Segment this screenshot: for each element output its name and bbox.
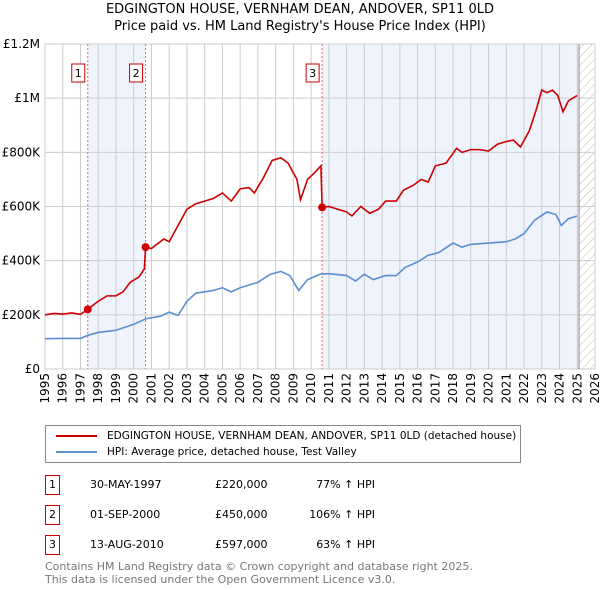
legend-item-property: EDGINGTON HOUSE, VERNHAM DEAN, ANDOVER, … [56, 428, 516, 444]
x-tick-label: 2026 [588, 373, 600, 404]
footer-line: This data is licensed under the Open Gov… [45, 573, 396, 586]
x-tick-label: 2015 [393, 373, 407, 404]
x-tick-label: 2019 [464, 373, 478, 404]
transaction-hpi: 63% ↑ HPI [316, 538, 375, 551]
x-tick-label: 2016 [411, 373, 425, 404]
sale-label-box [129, 63, 144, 83]
sale-point [141, 243, 150, 252]
chart-subtitle: Price paid vs. HM Land Registry's House … [114, 19, 486, 34]
y-tick-label: £0 [25, 362, 40, 376]
x-tick-label: 2002 [162, 373, 176, 404]
sale-label: 1 [75, 67, 82, 80]
y-tick-label: £1.2M [3, 37, 40, 51]
sale-point [83, 305, 92, 314]
x-tick-label: 2018 [446, 373, 460, 404]
x-tick-label: 2013 [357, 373, 371, 404]
legend: EDGINGTON HOUSE, VERNHAM DEAN, ANDOVER, … [45, 425, 521, 463]
x-tick-label: 2004 [198, 373, 212, 404]
transaction-row: 1 30-MAY-1997 £220,000 77% ↑ HPI [45, 475, 445, 495]
legend-line-blue [56, 451, 97, 453]
x-tick-label: 1999 [109, 373, 123, 404]
legend-label: EDGINGTON HOUSE, VERNHAM DEAN, ANDOVER, … [107, 430, 517, 442]
legend-label: HPI: Average price, detached house, Test… [107, 446, 357, 458]
transaction-price: £220,000 [215, 478, 268, 491]
x-tick-label: 1997 [73, 373, 87, 404]
x-tick-label: 2000 [127, 373, 141, 404]
x-tick-label: 2014 [375, 373, 389, 404]
x-tick-label: 2021 [499, 373, 513, 404]
transaction-date: 30-MAY-1997 [90, 478, 162, 491]
footer-line: Contains HM Land Registry data © Crown c… [45, 560, 473, 573]
y-tick-label: £200K [2, 308, 42, 322]
x-tick-label: 1996 [56, 373, 70, 404]
chart-title: EDGINGTON HOUSE, VERNHAM DEAN, ANDOVER, … [105, 2, 495, 17]
transaction-row: 2 01-SEP-2000 £450,000 106% ↑ HPI [45, 505, 445, 525]
x-tick-label: 2012 [340, 373, 354, 404]
transaction-price: £597,000 [215, 538, 268, 551]
x-tick-label: 2017 [428, 373, 442, 404]
sale-label: 2 [133, 67, 140, 80]
property-series-line [44, 88, 578, 316]
transaction-number: 1 [45, 475, 60, 495]
transaction-price: £450,000 [215, 508, 268, 521]
sale-label: 3 [309, 67, 316, 80]
y-tick-label: £400K [2, 254, 42, 268]
x-tick-label: 2023 [535, 373, 549, 404]
y-tick-label: £800K [2, 145, 42, 159]
transaction-date: 13-AUG-2010 [90, 538, 164, 551]
hpi-series-line [44, 211, 578, 340]
transaction-row: 3 13-AUG-2010 £597,000 63% ↑ HPI [45, 535, 445, 555]
transaction-number: 2 [45, 505, 60, 525]
footer: Contains HM Land Registry data © Crown c… [45, 560, 473, 586]
sale-label-box [305, 63, 320, 83]
transaction-date: 01-SEP-2000 [90, 508, 161, 521]
x-tick-label: 2001 [144, 373, 158, 404]
transaction-hpi: 106% ↑ HPI [309, 508, 375, 521]
sale-point [318, 203, 327, 212]
price-chart: 1995 1996 1997 1998 1999 2000 2001 2002 2003 2004… [2, 37, 600, 404]
x-tick-label: 2003 [180, 373, 194, 404]
x-tick-label: 1998 [91, 373, 105, 404]
transaction-number: 3 [45, 535, 60, 555]
y-tick-label: £600K [2, 200, 42, 214]
legend-item-hpi: HPI: Average price, detached house, Test… [56, 444, 357, 460]
x-tick-label: 2010 [304, 373, 318, 404]
x-tick-label: 2022 [517, 373, 531, 404]
x-tick-label: 2007 [251, 373, 265, 404]
x-tick-label: 2024 [553, 373, 567, 404]
plot-border [44, 43, 596, 370]
x-tick-label: 2009 [286, 373, 300, 404]
transaction-hpi: 77% ↑ HPI [316, 478, 375, 491]
x-tick-label: 2011 [322, 373, 336, 404]
x-tick-label: 2025 [570, 373, 584, 404]
legend-line-red [56, 435, 97, 437]
x-tick-label: 1995 [38, 373, 52, 404]
x-tick-label: 2005 [215, 373, 229, 404]
x-tick-label: 2020 [482, 373, 496, 404]
x-tick-label: 2006 [233, 373, 247, 404]
y-tick-label: £1M [14, 91, 40, 105]
x-tick-label: 2008 [269, 373, 283, 404]
sale-label-box [71, 63, 86, 83]
